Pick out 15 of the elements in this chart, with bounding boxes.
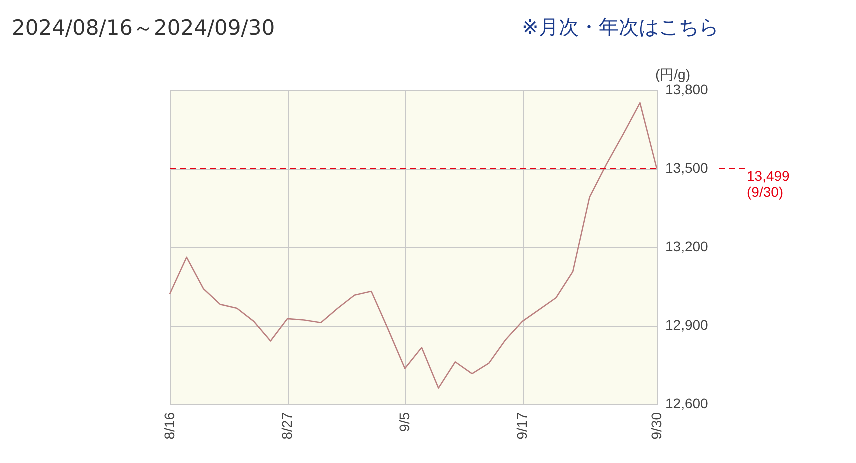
line-series xyxy=(169,102,658,389)
y-tick-label: 13,800 xyxy=(666,82,709,98)
chart-title: 2024/08/16～2024/09/30 xyxy=(12,15,276,42)
x-tick-label: 9/17 xyxy=(514,412,530,440)
x-tick-label: 8/16 xyxy=(162,412,178,440)
x-tick-label: 8/27 xyxy=(279,412,296,440)
y-tick-label: 12,600 xyxy=(666,396,709,412)
x-tick-label: 9/5 xyxy=(396,412,413,432)
legend-label: 13,499 (9/30) xyxy=(747,168,790,200)
text: ※月次・年次はこちら xyxy=(522,14,719,41)
x-tick-label: 9/30 xyxy=(648,412,664,440)
y-tick-label: 12,900 xyxy=(666,317,709,333)
y-axis-title: (円/g) xyxy=(656,66,690,82)
y-tick-label: 13,500 xyxy=(666,160,709,176)
y-tick-label: 13,200 xyxy=(666,238,709,254)
